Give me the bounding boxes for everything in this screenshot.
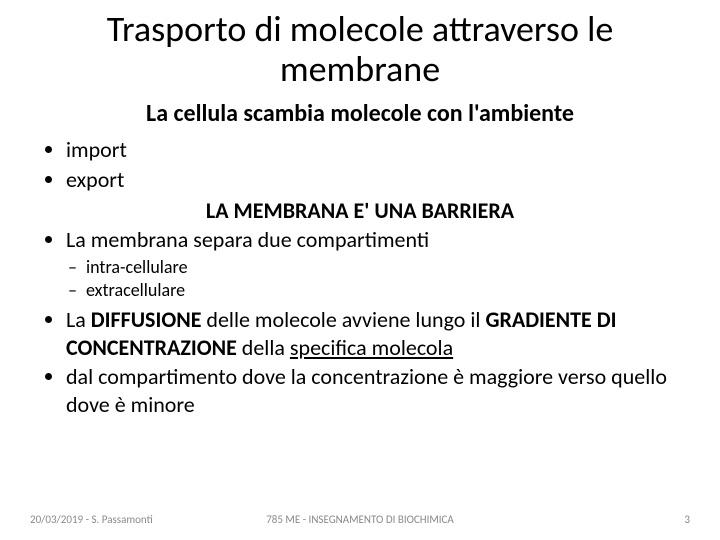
barrier-heading: LA MEMBRANA E' UNA BARRIERA bbox=[30, 197, 690, 224]
bullet-list: import export bbox=[30, 136, 690, 193]
bullet-export: export bbox=[66, 166, 690, 194]
slide-subtitle: La cellula scambia molecole con l'ambien… bbox=[30, 99, 690, 128]
sub-bullet-list: intra-cellulare extracellulare bbox=[30, 256, 690, 303]
text-pre: La bbox=[66, 306, 91, 333]
sub-extra: extracellulare bbox=[86, 279, 690, 302]
bullet-list-3: La DIFFUSIONE delle molecole avviene lun… bbox=[30, 306, 690, 418]
slide: Trasporto di molecole attraverso le memb… bbox=[0, 0, 720, 540]
text-mid2: della bbox=[237, 334, 290, 361]
footer-page-number: 3 bbox=[684, 513, 690, 526]
text-mid1: delle molecole avviene lungo il bbox=[201, 306, 485, 333]
bullet-list-2: La membrana separa due compartimenti bbox=[30, 226, 690, 254]
footer-date-author: 20/03/2019 - S. Passamonti bbox=[30, 513, 153, 526]
slide-footer: 20/03/2019 - S. Passamonti 785 ME - INSE… bbox=[30, 513, 690, 526]
text-specific: specifica molecola bbox=[290, 334, 453, 361]
bullet-import: import bbox=[66, 136, 690, 164]
text-diffusion: DIFFUSIONE bbox=[91, 306, 202, 333]
sub-intra: intra-cellulare bbox=[86, 256, 690, 279]
bullet-compartments: La membrana separa due compartimenti bbox=[66, 226, 690, 254]
bullet-direction: dal compartimento dove la concentrazione… bbox=[66, 363, 690, 418]
bullet-diffusion: La DIFFUSIONE delle molecole avviene lun… bbox=[66, 306, 690, 361]
slide-title: Trasporto di molecole attraverso le memb… bbox=[30, 10, 690, 89]
footer-course: 785 ME - INSEGNAMENTO DI BIOCHIMICA bbox=[266, 513, 454, 526]
